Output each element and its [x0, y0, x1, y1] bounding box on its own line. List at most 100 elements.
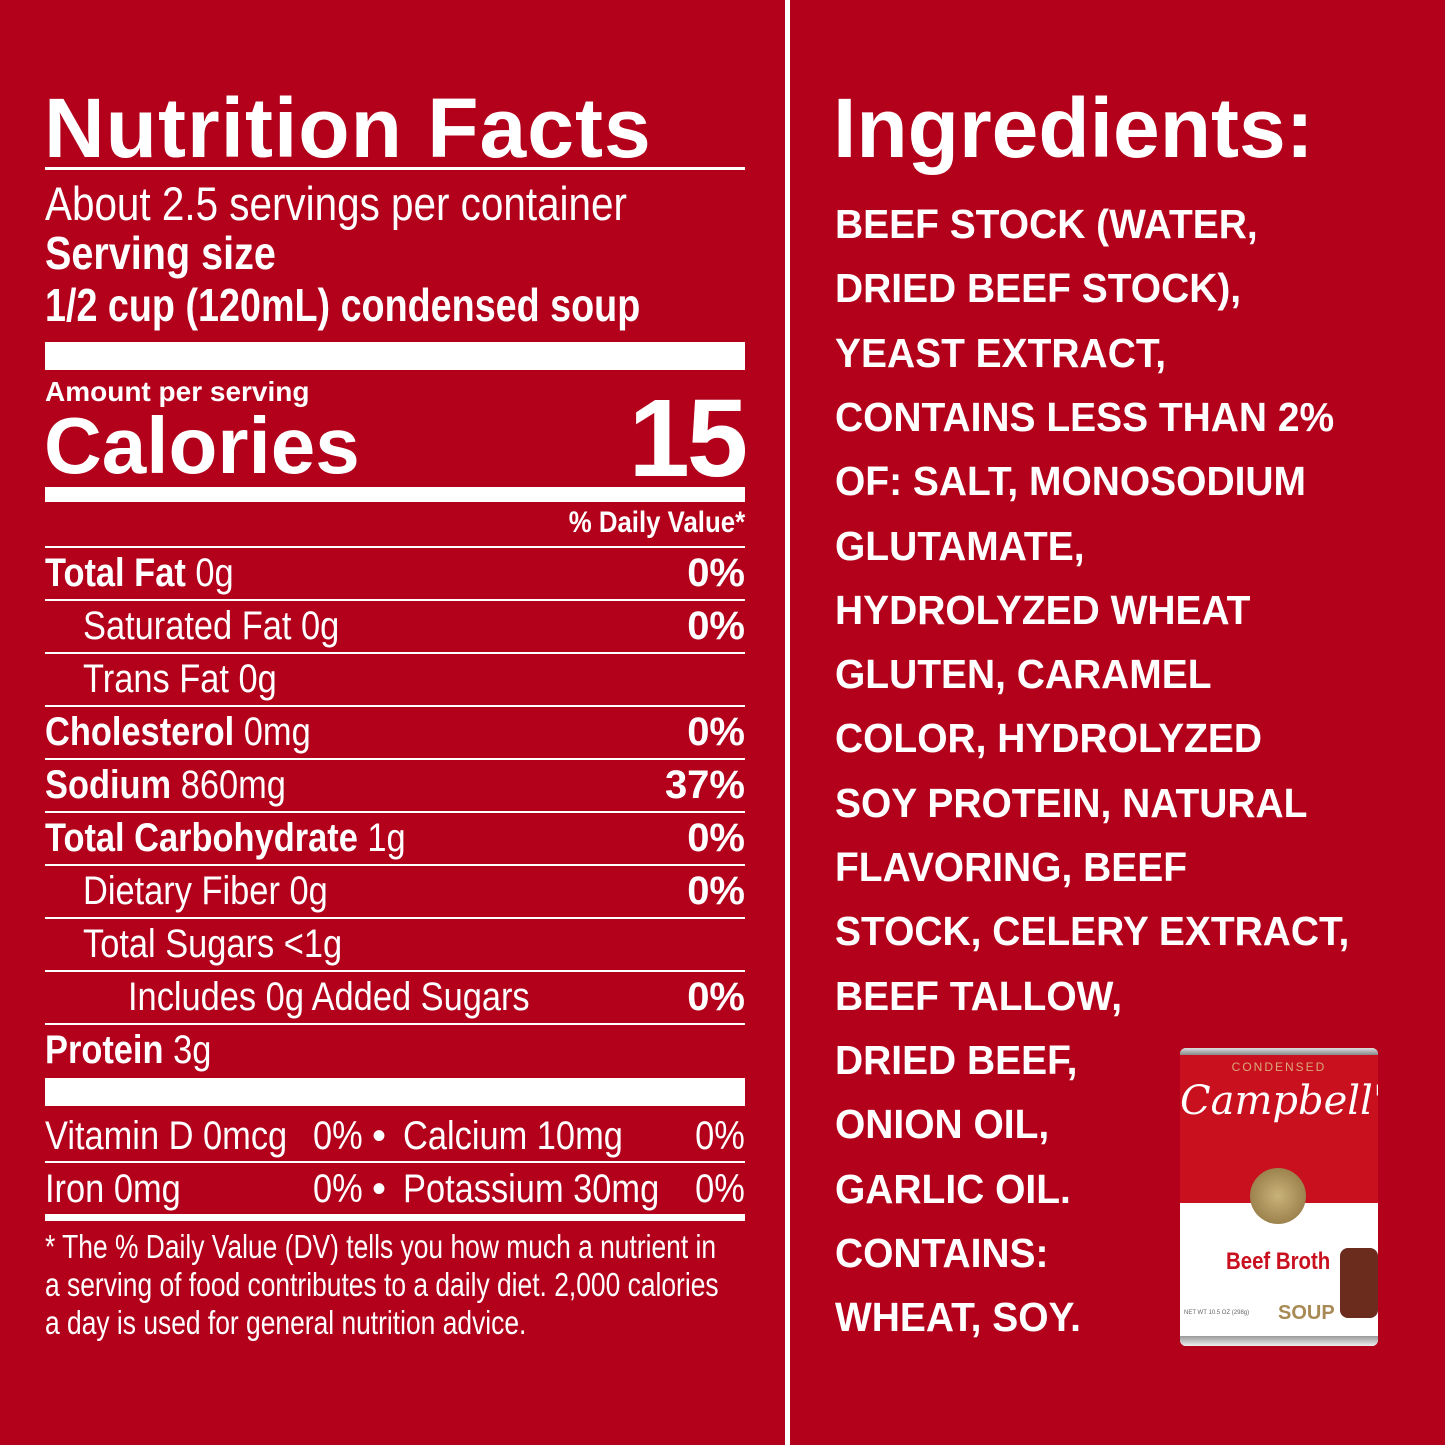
ingredient-line: BEEF TALLOW, [835, 972, 1123, 1019]
nutrient-row: Sodium 860mg 37% [45, 759, 745, 812]
micronutrient-row: Vitamin D 0mcg 0% • Calcium 10mg 0% [45, 1110, 745, 1163]
micronutrient-a-dv: 0% [313, 1167, 363, 1211]
nutrient-name: Cholesterol [45, 710, 235, 754]
rule [45, 546, 745, 548]
amount-per-serving: Amount per serving [45, 376, 310, 407]
nutrient-row: Total Sugars <1g [45, 918, 745, 971]
nutrient-name: Sodium [45, 763, 172, 807]
nutrition-title: Nutrition Facts [44, 81, 652, 175]
nutrient-amount: Saturated Fat 0g [83, 604, 340, 648]
nutrient-amount: Total Sugars <1g [83, 922, 343, 966]
rule [45, 811, 745, 813]
nutrient-daily-value: 0% [687, 551, 745, 595]
rule [45, 917, 745, 919]
nutrient-label: Total Sugars <1g [83, 918, 342, 971]
rule [45, 758, 745, 760]
nutrient-label: Saturated Fat 0g [83, 600, 339, 653]
footnote-line: a day is used for general nutrition advi… [45, 1304, 527, 1341]
rule [45, 705, 745, 707]
rule [45, 599, 745, 601]
nutrient-daily-value: 0% [687, 604, 745, 648]
can-condensed: CONDENSED [1231, 1060, 1327, 1074]
nutrient-label: Protein 3g [45, 1024, 211, 1077]
ingredient-line: DRIED BEEF STOCK), [835, 265, 1242, 312]
medium-rule [45, 1214, 745, 1221]
nutrient-row: Total Carbohydrate 1g 0% [45, 812, 745, 865]
nutrient-name: Total Carbohydrate [45, 816, 358, 860]
can-net-weight: NET WT 10.5 OZ (298g) [1184, 1310, 1250, 1316]
micronutrient-b: Potassium 30mg [403, 1167, 660, 1211]
nutrient-row: Protein 3g [45, 1024, 745, 1077]
can-brand-logo: Campbell's [1180, 1078, 1378, 1124]
ingredients-title: Ingredients: [833, 81, 1314, 175]
servings-per-container: About 2.5 servings per container [45, 177, 627, 230]
nutrient-daily-value: 37% [664, 763, 745, 807]
nutrient-label: Total Carbohydrate 1g [45, 812, 406, 865]
rule [45, 652, 745, 654]
micronutrient-a: Vitamin D 0mcg [45, 1114, 288, 1158]
ingredient-line: WHEAT, SOY. [835, 1294, 1081, 1341]
nutrient-amount: Dietary Fiber 0g [83, 869, 328, 913]
rule [45, 1161, 745, 1163]
ingredient-line: OF: SALT, MONOSODIUM [835, 458, 1306, 505]
nutrient-amount: Trans Fat 0g [83, 657, 277, 701]
can-bottom-rim [1180, 1336, 1378, 1346]
ingredient-line: DRIED BEEF, [835, 1036, 1078, 1083]
nutrient-daily-value: 0% [687, 975, 745, 1019]
rule [45, 970, 745, 972]
nutrient-row: Cholesterol 0mg 0% [45, 706, 745, 759]
serving-size-label: Serving size [45, 227, 276, 279]
daily-value-header: % Daily Value* [568, 506, 745, 539]
rule [45, 167, 745, 170]
nutrient-daily-value: 0% [687, 710, 745, 754]
nutrient-amount: 0mg [234, 710, 311, 754]
ingredient-line: GLUTAMATE, [835, 522, 1085, 569]
footnote-line: * The % Daily Value (DV) tells you how m… [45, 1228, 717, 1265]
medallion-icon [1250, 1168, 1306, 1224]
nutrient-daily-value: 0% [687, 869, 745, 913]
panel-divider [785, 0, 790, 1445]
ingredient-line: COLOR, HYDROLYZED [835, 715, 1263, 762]
bullet: • [372, 1167, 387, 1211]
ingredient-line: CONTAINS: [835, 1229, 1049, 1276]
calories-label: Calories [44, 401, 360, 490]
ingredient-line: FLAVORING, BEEF [835, 844, 1188, 890]
nutrient-label: Dietary Fiber 0g [83, 865, 328, 918]
nutrient-row: Saturated Fat 0g 0% [45, 600, 745, 653]
can-rim [1180, 1048, 1378, 1055]
ingredient-line: SOY PROTEIN, NATURAL [835, 779, 1308, 826]
nutrient-name: Total Fat [45, 551, 186, 595]
thick-rule [45, 1078, 745, 1106]
nutrient-row: Dietary Fiber 0g 0% [45, 865, 745, 918]
micronutrient-b-dv: 0% [695, 1167, 745, 1211]
nutrient-amount: 860mg [171, 763, 286, 807]
micronutrient-row: Iron 0mg 0% • Potassium 30mg 0% [45, 1163, 745, 1216]
micronutrient-a-dv: 0% [313, 1114, 363, 1158]
micronutrient-b: Calcium 10mg [403, 1114, 623, 1158]
ingredient-line: GARLIC OIL. [835, 1165, 1071, 1212]
nutrient-amount: 0g [185, 551, 234, 595]
nutrient-row: Trans Fat 0g [45, 653, 745, 706]
rule [45, 864, 745, 866]
nutrient-label: Trans Fat 0g [83, 653, 277, 706]
ingredient-line: CONTAINS LESS THAN 2% [835, 393, 1335, 440]
ingredient-line: STOCK, CELERY EXTRACT, [835, 908, 1350, 955]
rule [45, 1023, 745, 1025]
can-flavor: Beef Broth [1226, 1248, 1331, 1275]
nutrient-label: Sodium 860mg [45, 759, 286, 812]
nutrient-label: Cholesterol 0mg [45, 706, 311, 759]
can-soup-label: SOUP [1278, 1302, 1335, 1324]
nutrient-daily-value: 0% [687, 816, 745, 860]
nutrient-label: Total Fat 0g [45, 547, 234, 600]
nutrient-row: Includes 0g Added Sugars 0% [45, 971, 745, 1024]
ingredient-line: YEAST EXTRACT, [835, 329, 1167, 376]
footnote-line: a serving of food contributes to a daily… [45, 1266, 719, 1303]
ingredient-line: HYDROLYZED WHEAT [835, 586, 1251, 633]
thick-rule [45, 342, 745, 370]
nutrient-label: Includes 0g Added Sugars [128, 971, 530, 1024]
serving-size-value: 1/2 cup (120mL) condensed soup [45, 279, 641, 331]
micronutrient-a: Iron 0mg [45, 1167, 181, 1211]
nutrient-row: Total Fat 0g 0% [45, 547, 745, 600]
bullet: • [372, 1114, 387, 1158]
nutrient-name: Protein [45, 1028, 164, 1072]
